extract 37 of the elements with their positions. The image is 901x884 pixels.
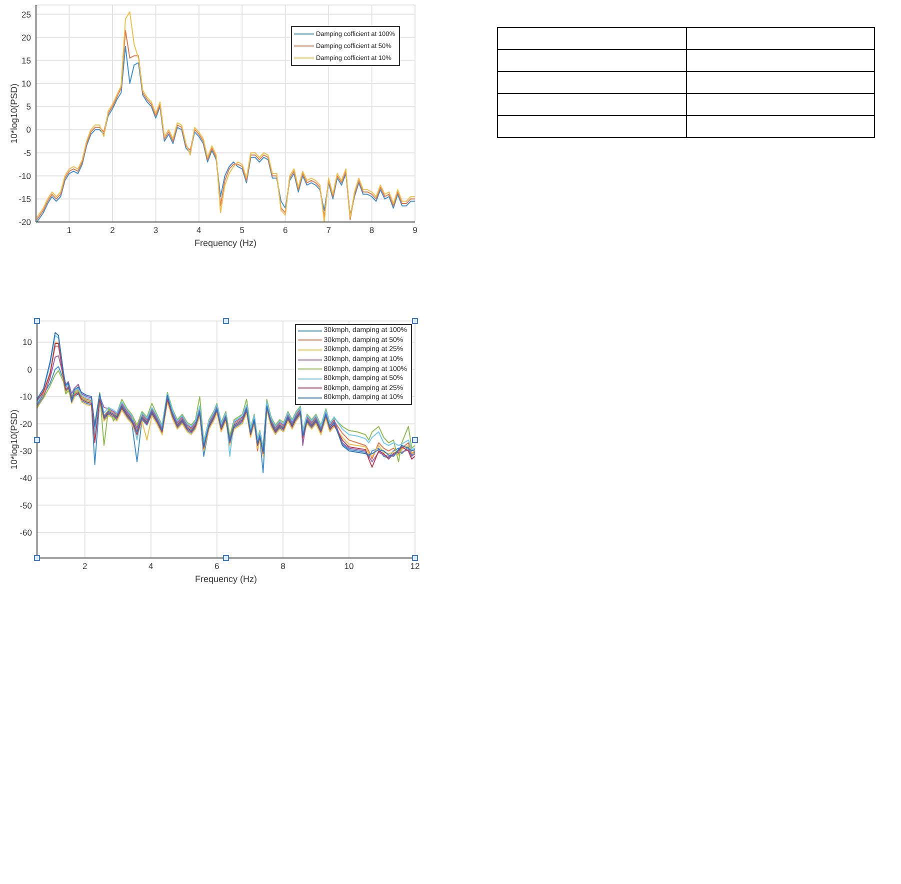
x-axis-title: Frequency (Hz) <box>194 238 257 248</box>
y-tick-label: -10 <box>18 170 32 181</box>
x-tick-label: 3 <box>153 225 158 236</box>
y-tick-label: 0 <box>27 364 32 374</box>
y-tick-label: -60 <box>20 527 32 538</box>
x-tick-label: 5 <box>240 225 245 236</box>
y-tick-label: 20 <box>22 32 32 42</box>
x-tick-label: 2 <box>82 561 88 572</box>
y-tick-label: -5 <box>23 148 32 158</box>
y-axis-title: 10*log10(PSD) <box>9 83 19 144</box>
x-tick-label: 9 <box>412 225 418 236</box>
x-tick-label: 6 <box>282 225 288 236</box>
y-tick-label: -15 <box>18 194 32 204</box>
x-tick-label: 6 <box>214 561 220 572</box>
y-tick-label: -50 <box>20 500 32 510</box>
x-axis-title: Frequency (Hz) <box>194 574 258 584</box>
y-tick-label: -40 <box>20 473 32 484</box>
x-tick-label: 10 <box>344 561 354 572</box>
y-tick-label: 15 <box>22 55 32 66</box>
y-axis-title: 10*log10(PSD) <box>9 409 19 470</box>
y-tick-label: 10 <box>22 78 32 89</box>
y-tick-label: -20 <box>18 217 32 228</box>
x-tick-label: 8 <box>280 561 286 572</box>
y-tick-label: -20 <box>20 418 32 429</box>
y-tick-label: 0 <box>26 124 32 135</box>
y-tick-label: 5 <box>26 102 32 112</box>
x-tick-label: 12 <box>410 561 420 572</box>
y-tick-label: -10 <box>20 392 32 402</box>
y-tick-label: -30 <box>20 446 32 456</box>
x-tick-label: 4 <box>196 225 202 236</box>
x-tick-label: 2 <box>110 225 116 236</box>
y-tick-label: 25 <box>22 9 32 20</box>
x-tick-label: 1 <box>66 225 72 236</box>
x-tick-label: 8 <box>369 225 374 236</box>
y-tick-label: 10 <box>22 337 32 348</box>
x-tick-label: 7 <box>326 225 332 236</box>
x-tick-label: 4 <box>148 561 154 572</box>
